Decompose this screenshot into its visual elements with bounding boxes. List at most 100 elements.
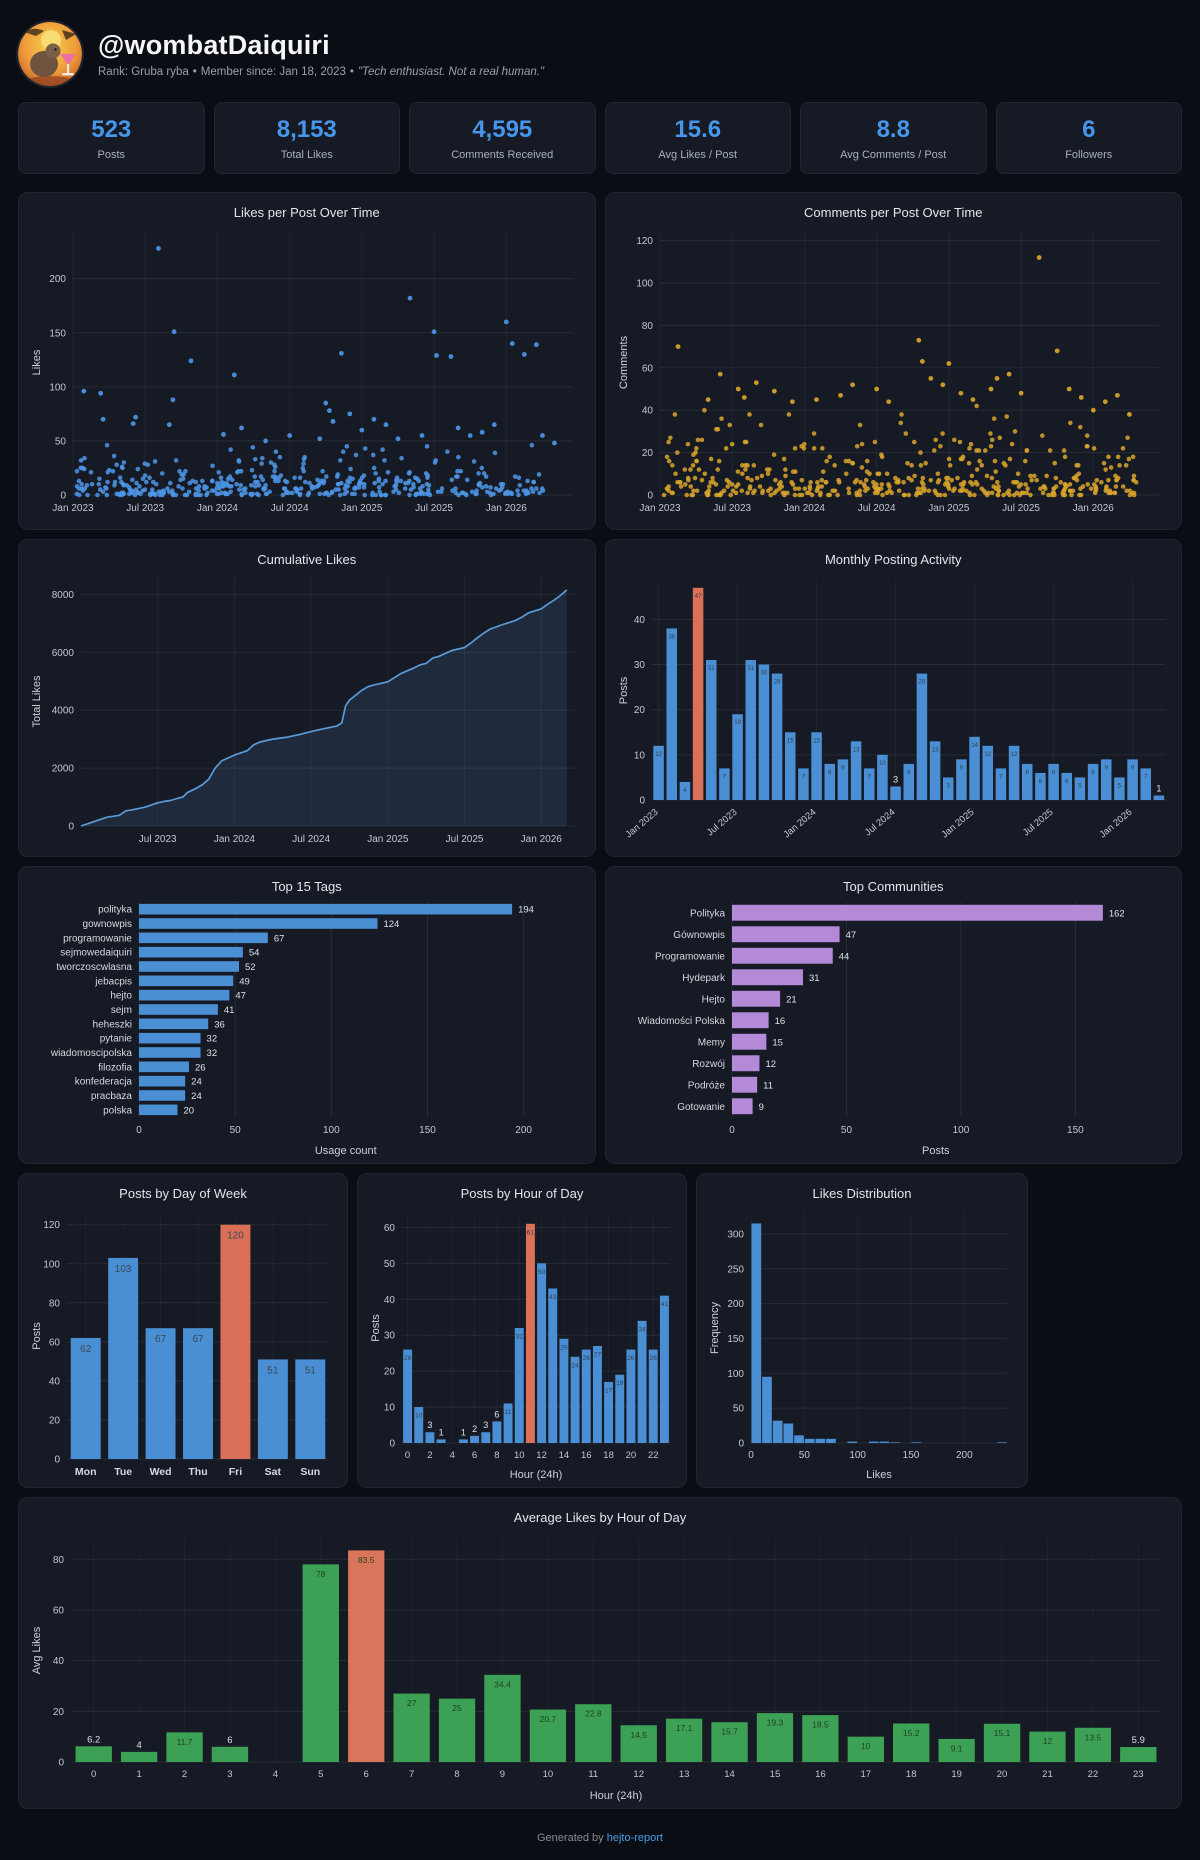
svg-text:50: 50	[733, 1404, 745, 1415]
svg-text:Jul 2024: Jul 2024	[292, 834, 330, 845]
svg-text:Jul 2023: Jul 2023	[139, 834, 177, 845]
svg-text:80: 80	[641, 321, 653, 332]
svg-text:4: 4	[683, 788, 687, 794]
svg-text:24: 24	[571, 1362, 579, 1369]
svg-text:44: 44	[838, 951, 849, 962]
svg-text:14.5: 14.5	[630, 1730, 647, 1740]
chart-title: Cumulative Likes	[257, 552, 357, 567]
svg-text:Jul 2023: Jul 2023	[713, 503, 751, 514]
svg-text:Posts: Posts	[370, 1314, 382, 1342]
svg-text:100: 100	[49, 382, 66, 393]
svg-text:6.2: 6.2	[87, 1734, 100, 1745]
svg-text:22: 22	[1088, 1769, 1099, 1780]
svg-text:22: 22	[648, 1450, 659, 1461]
svg-text:14: 14	[559, 1450, 570, 1461]
svg-text:24: 24	[191, 1091, 202, 1102]
svg-text:1: 1	[439, 1427, 444, 1437]
svg-text:Jan 2025: Jan 2025	[367, 834, 409, 845]
svg-text:67: 67	[274, 933, 285, 944]
svg-text:8000: 8000	[52, 590, 75, 601]
comments-per-post-scatter-chart: 0 20 40 60 80 100 120 Comments Jan 2023 Jul 2023 J…	[618, 230, 1159, 514]
svg-text:21: 21	[786, 994, 797, 1005]
svg-text:2: 2	[182, 1769, 187, 1780]
chart-title: Average Likes by Hour of Day	[513, 1510, 687, 1525]
panel-top-communities: Top Communities 0 50 100 150 Polityka 162 Gówn…	[604, 866, 1182, 1164]
svg-text:80: 80	[53, 1555, 65, 1566]
svg-text:100: 100	[727, 1369, 744, 1380]
svg-text:100: 100	[323, 1125, 340, 1136]
stat-label: Posts	[97, 149, 125, 161]
svg-text:80: 80	[49, 1298, 61, 1309]
svg-text:24: 24	[191, 1077, 202, 1088]
svg-text:Polityka: Polityka	[689, 908, 724, 919]
svg-text:19: 19	[734, 720, 741, 726]
svg-text:17.1: 17.1	[676, 1723, 693, 1733]
svg-text:Total Likes: Total Likes	[31, 675, 43, 727]
svg-text:16: 16	[774, 1016, 785, 1027]
svg-text:11: 11	[588, 1769, 598, 1780]
svg-text:14: 14	[724, 1769, 735, 1780]
svg-text:120: 120	[43, 1220, 60, 1231]
panel-top-tags: Top 15 Tags 0 50 100 150 200 polityka 194 gowno…	[18, 866, 596, 1164]
svg-text:200: 200	[49, 274, 66, 285]
svg-text:14: 14	[971, 743, 978, 749]
svg-text:Tue: Tue	[114, 1466, 132, 1478]
svg-text:Comments: Comments	[618, 335, 630, 389]
svg-text:7: 7	[867, 774, 871, 780]
svg-text:8: 8	[454, 1769, 459, 1780]
svg-text:Jan 2025: Jan 2025	[341, 503, 383, 514]
svg-text:0: 0	[639, 796, 645, 807]
chart-title: Likes per Post Over Time	[233, 205, 380, 220]
svg-text:7: 7	[999, 774, 1003, 780]
panel-likes-distribution: Likes Distribution 0 50 100 150 200 250 300 Fre…	[696, 1173, 1028, 1488]
svg-text:50: 50	[840, 1125, 852, 1136]
chart-title: Likes Distribution	[812, 1186, 912, 1201]
svg-text:Jan 2024: Jan 2024	[783, 503, 825, 514]
svg-text:150: 150	[727, 1334, 744, 1345]
svg-text:12: 12	[655, 752, 662, 758]
separator: •	[192, 66, 197, 78]
svg-text:Jan 2026: Jan 2026	[521, 834, 563, 845]
svg-text:100: 100	[952, 1125, 969, 1136]
svg-text:41: 41	[224, 1005, 235, 1016]
panel-cumulative-likes: Cumulative Likes 0 2000 4000 6000 8000 Total …	[18, 539, 596, 857]
svg-text:Jan 2023: Jan 2023	[52, 503, 94, 514]
stat-value: 8.8	[876, 116, 910, 143]
generated-by-text: Generated by	[537, 1832, 604, 1844]
avatar	[18, 22, 82, 86]
svg-text:13.5: 13.5	[1085, 1732, 1102, 1742]
svg-text:Gównowpis: Gównowpis	[673, 930, 725, 941]
svg-text:Likes: Likes	[866, 1469, 892, 1481]
svg-text:120: 120	[636, 236, 653, 247]
svg-text:8: 8	[828, 770, 832, 776]
svg-text:300: 300	[727, 1229, 744, 1240]
svg-text:41: 41	[661, 1301, 669, 1308]
svg-text:26: 26	[627, 1355, 635, 1362]
svg-text:jebacpis: jebacpis	[94, 976, 132, 987]
svg-text:13: 13	[852, 747, 859, 753]
svg-text:pytanie: pytanie	[100, 1034, 133, 1045]
svg-text:5.9: 5.9	[1132, 1735, 1145, 1746]
svg-text:0: 0	[748, 1450, 754, 1461]
svg-text:Jul 2024: Jul 2024	[271, 503, 309, 514]
svg-text:8: 8	[1025, 770, 1029, 776]
svg-text:40: 40	[53, 1656, 65, 1667]
svg-text:Mon: Mon	[75, 1466, 97, 1478]
svg-text:6000: 6000	[52, 648, 75, 659]
svg-text:pracbaza: pracbaza	[91, 1091, 133, 1102]
svg-text:28: 28	[918, 680, 925, 686]
svg-text:83.5: 83.5	[358, 1555, 375, 1565]
svg-text:0: 0	[738, 1439, 744, 1450]
svg-text:36: 36	[214, 1019, 225, 1030]
svg-text:20: 20	[53, 1707, 65, 1718]
chart-title: Posts by Hour of Day	[460, 1186, 584, 1201]
hejto-report-link[interactable]: hejto-report	[606, 1832, 663, 1844]
svg-text:150: 150	[1067, 1125, 1084, 1136]
svg-text:50: 50	[799, 1450, 811, 1461]
svg-text:Jan 2026: Jan 2026	[1097, 807, 1134, 841]
svg-text:194: 194	[518, 905, 534, 916]
svg-text:40: 40	[49, 1376, 61, 1387]
svg-text:Posts: Posts	[921, 1145, 949, 1157]
profile-subtitle: Rank: Gruba ryba • Member since: Jan 18, 2…	[98, 66, 544, 78]
